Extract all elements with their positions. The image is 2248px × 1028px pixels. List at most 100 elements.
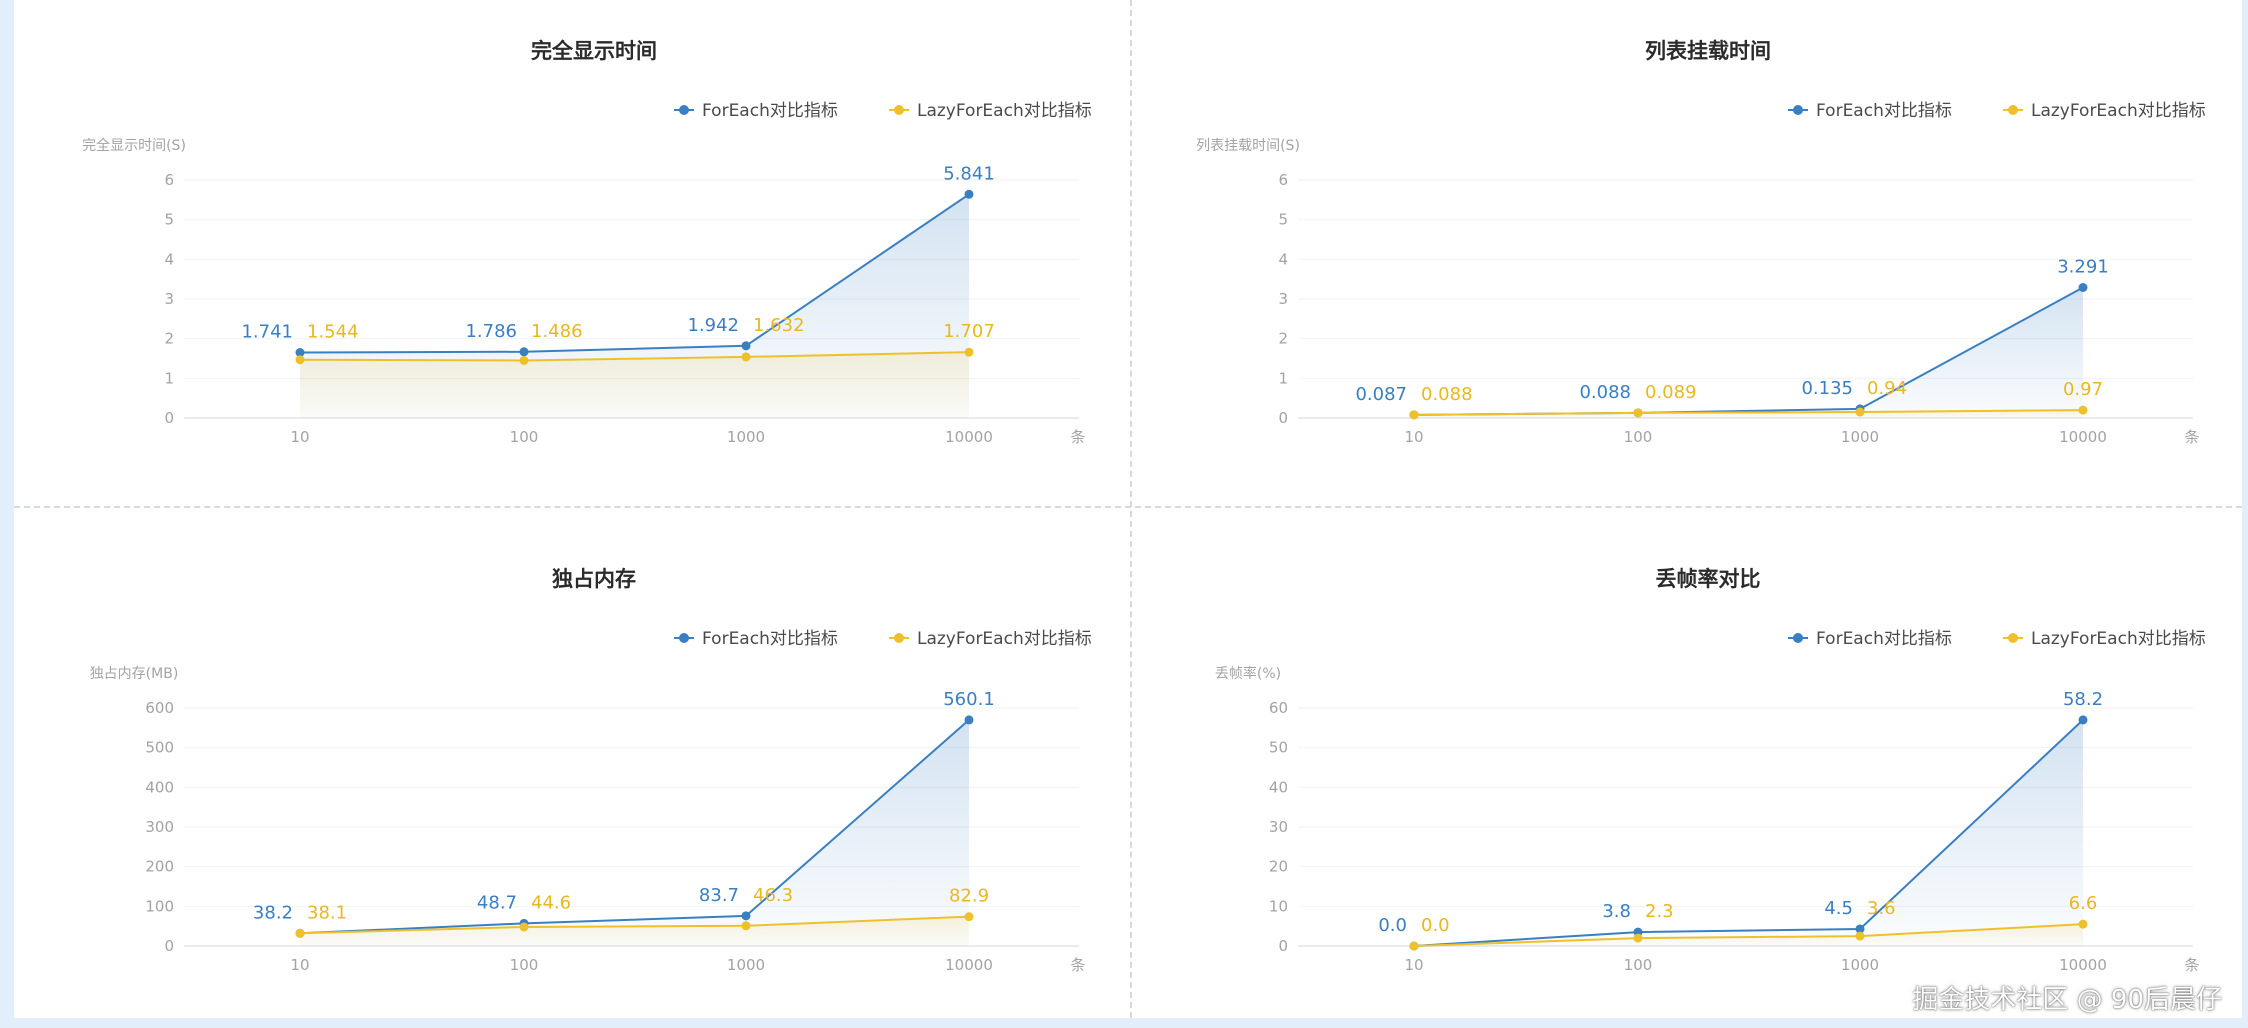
x-tick-label: 1000 — [727, 956, 765, 974]
data-label: 0.94 — [1867, 378, 1907, 399]
y-tick-label: 2 — [1278, 330, 1288, 348]
data-point — [295, 348, 305, 358]
data-label: 3.8 — [1602, 901, 1631, 922]
x-tick-label: 1000 — [1841, 428, 1879, 446]
x-axis-unit: 条 — [1070, 428, 1085, 446]
data-label: 6.6 — [2069, 893, 2098, 914]
data-label: 3.6 — [1867, 898, 1896, 919]
dashboard: 完全显示时间 ForEach对比指标 LazyForEach对比指标 完全显示时间(S… — [14, 0, 2242, 1018]
data-label: 1.707 — [943, 321, 995, 342]
y-tick-label: 3 — [1278, 290, 1288, 308]
watermark: 掘金技术社区 @ 90后晨仔 — [1912, 985, 2222, 1015]
data-point — [1409, 941, 1419, 951]
data-label: 44.6 — [531, 892, 571, 913]
x-tick-label: 1000 — [727, 428, 765, 446]
y-axis-label: 丢帧率(%) — [1215, 665, 1281, 682]
data-label: 1.486 — [531, 321, 583, 342]
y-tick-label: 5 — [164, 211, 174, 229]
data-point — [964, 347, 974, 357]
y-axis-label: 列表挂载时间(S) — [1196, 138, 1300, 154]
x-tick-label: 10 — [1404, 428, 1423, 446]
vertical-divider — [1130, 0, 1132, 1018]
series-line-1 — [299, 915, 970, 935]
chart-title: 列表挂载时间 — [1645, 39, 1771, 63]
data-label: 2.3 — [1645, 901, 1674, 922]
data-point — [2078, 282, 2088, 292]
y-tick-label: 0 — [1278, 937, 1288, 955]
series-area-0 — [300, 719, 969, 946]
data-point — [964, 189, 974, 199]
y-tick-label: 0 — [164, 409, 174, 427]
data-label: 5.841 — [943, 163, 995, 184]
chart-title: 完全显示时间 — [531, 39, 657, 63]
legend-marker-0 — [1793, 633, 1803, 643]
y-tick-label: 300 — [145, 818, 174, 836]
data-label: 0.135 — [1801, 378, 1853, 399]
data-point — [519, 347, 529, 357]
data-point — [741, 921, 751, 931]
x-tick-label: 10000 — [2059, 956, 2107, 974]
x-axis-unit: 条 — [1070, 956, 1085, 974]
y-tick-label: 200 — [145, 858, 174, 876]
y-tick-label: 0 — [164, 937, 174, 955]
y-tick-label: 30 — [1269, 818, 1288, 836]
legend-marker-0 — [1793, 105, 1803, 115]
series-line-0 — [299, 719, 970, 935]
data-point — [2078, 715, 2088, 725]
legend-label-0: ForEach对比指标 — [1816, 629, 1952, 649]
y-tick-label: 6 — [1278, 171, 1288, 189]
data-label: 46.3 — [753, 885, 793, 906]
data-point — [519, 355, 529, 365]
y-tick-label: 6 — [164, 171, 174, 189]
data-point — [964, 715, 974, 725]
data-label: 1.942 — [687, 315, 739, 336]
data-label: 0.0 — [1421, 915, 1450, 936]
y-tick-label: 400 — [145, 778, 174, 796]
y-axis-label: 完全显示时间(S) — [82, 137, 186, 154]
data-point — [519, 922, 529, 932]
data-label: 0.087 — [1355, 384, 1407, 405]
data-label: 0.089 — [1645, 382, 1697, 403]
series-line-0 — [299, 193, 970, 354]
chart-title: 独占内存 — [552, 567, 636, 591]
data-label: 3.291 — [2057, 256, 2109, 277]
chart-frame-drop: 丢帧率对比 ForEach对比指标 LazyForEach对比指标丢帧率(%) 0 10… — [1128, 528, 2238, 1028]
chart-memory: 独占内存 ForEach对比指标 LazyForEach对比指标 独占内存(MB) 0 1… — [14, 528, 1124, 1028]
data-point — [1633, 408, 1643, 418]
chart-mount-time: 列表挂载时间 ForEach对比指标 LazyForEach对比指标 列表挂载时间(S… — [1128, 0, 2238, 500]
legend-label-1: LazyForEach对比指标 — [2031, 629, 2206, 649]
chart-svg: 完全显示时间 ForEach对比指标 LazyForEach对比指标完全显示时间(S… — [82, 39, 1092, 446]
legend-label-0: ForEach对比指标 — [702, 629, 838, 649]
chart-svg: 列表挂载时间 ForEach对比指标 LazyForEach对比指标列表挂载时间(S… — [1196, 39, 2206, 446]
data-label: 38.2 — [253, 902, 293, 923]
x-tick-label: 100 — [1624, 956, 1653, 974]
x-tick-label: 10000 — [945, 956, 993, 974]
x-axis-unit: 条 — [2184, 428, 2199, 446]
x-tick-label: 100 — [1624, 428, 1653, 446]
y-tick-label: 100 — [145, 897, 174, 915]
data-point — [741, 911, 751, 921]
legend-marker-1 — [894, 105, 904, 115]
data-label: 58.2 — [2063, 689, 2103, 710]
data-point — [1855, 931, 1865, 941]
data-point — [1409, 410, 1419, 420]
y-tick-label: 1 — [164, 369, 174, 387]
legend-marker-1 — [2008, 633, 2018, 643]
legend-marker-1 — [894, 633, 904, 643]
data-label: 4.5 — [1824, 898, 1853, 919]
data-point — [1633, 933, 1643, 943]
x-tick-label: 10 — [290, 956, 309, 974]
legend-label-1: LazyForEach对比指标 — [917, 629, 1092, 649]
series-area-0 — [1414, 719, 2083, 946]
y-tick-label: 50 — [1269, 739, 1288, 757]
data-label: 1.741 — [241, 322, 293, 343]
legend-label-1: LazyForEach对比指标 — [917, 101, 1092, 121]
legend-label-0: ForEach对比指标 — [702, 101, 838, 121]
y-tick-label: 60 — [1269, 699, 1288, 717]
chart-title: 丢帧率对比 — [1656, 567, 1761, 591]
y-tick-label: 10 — [1269, 897, 1288, 915]
data-label: 82.9 — [949, 886, 989, 907]
data-label: 1.544 — [307, 322, 359, 343]
series-line-1 — [299, 351, 970, 362]
data-label: 0.088 — [1579, 382, 1631, 403]
